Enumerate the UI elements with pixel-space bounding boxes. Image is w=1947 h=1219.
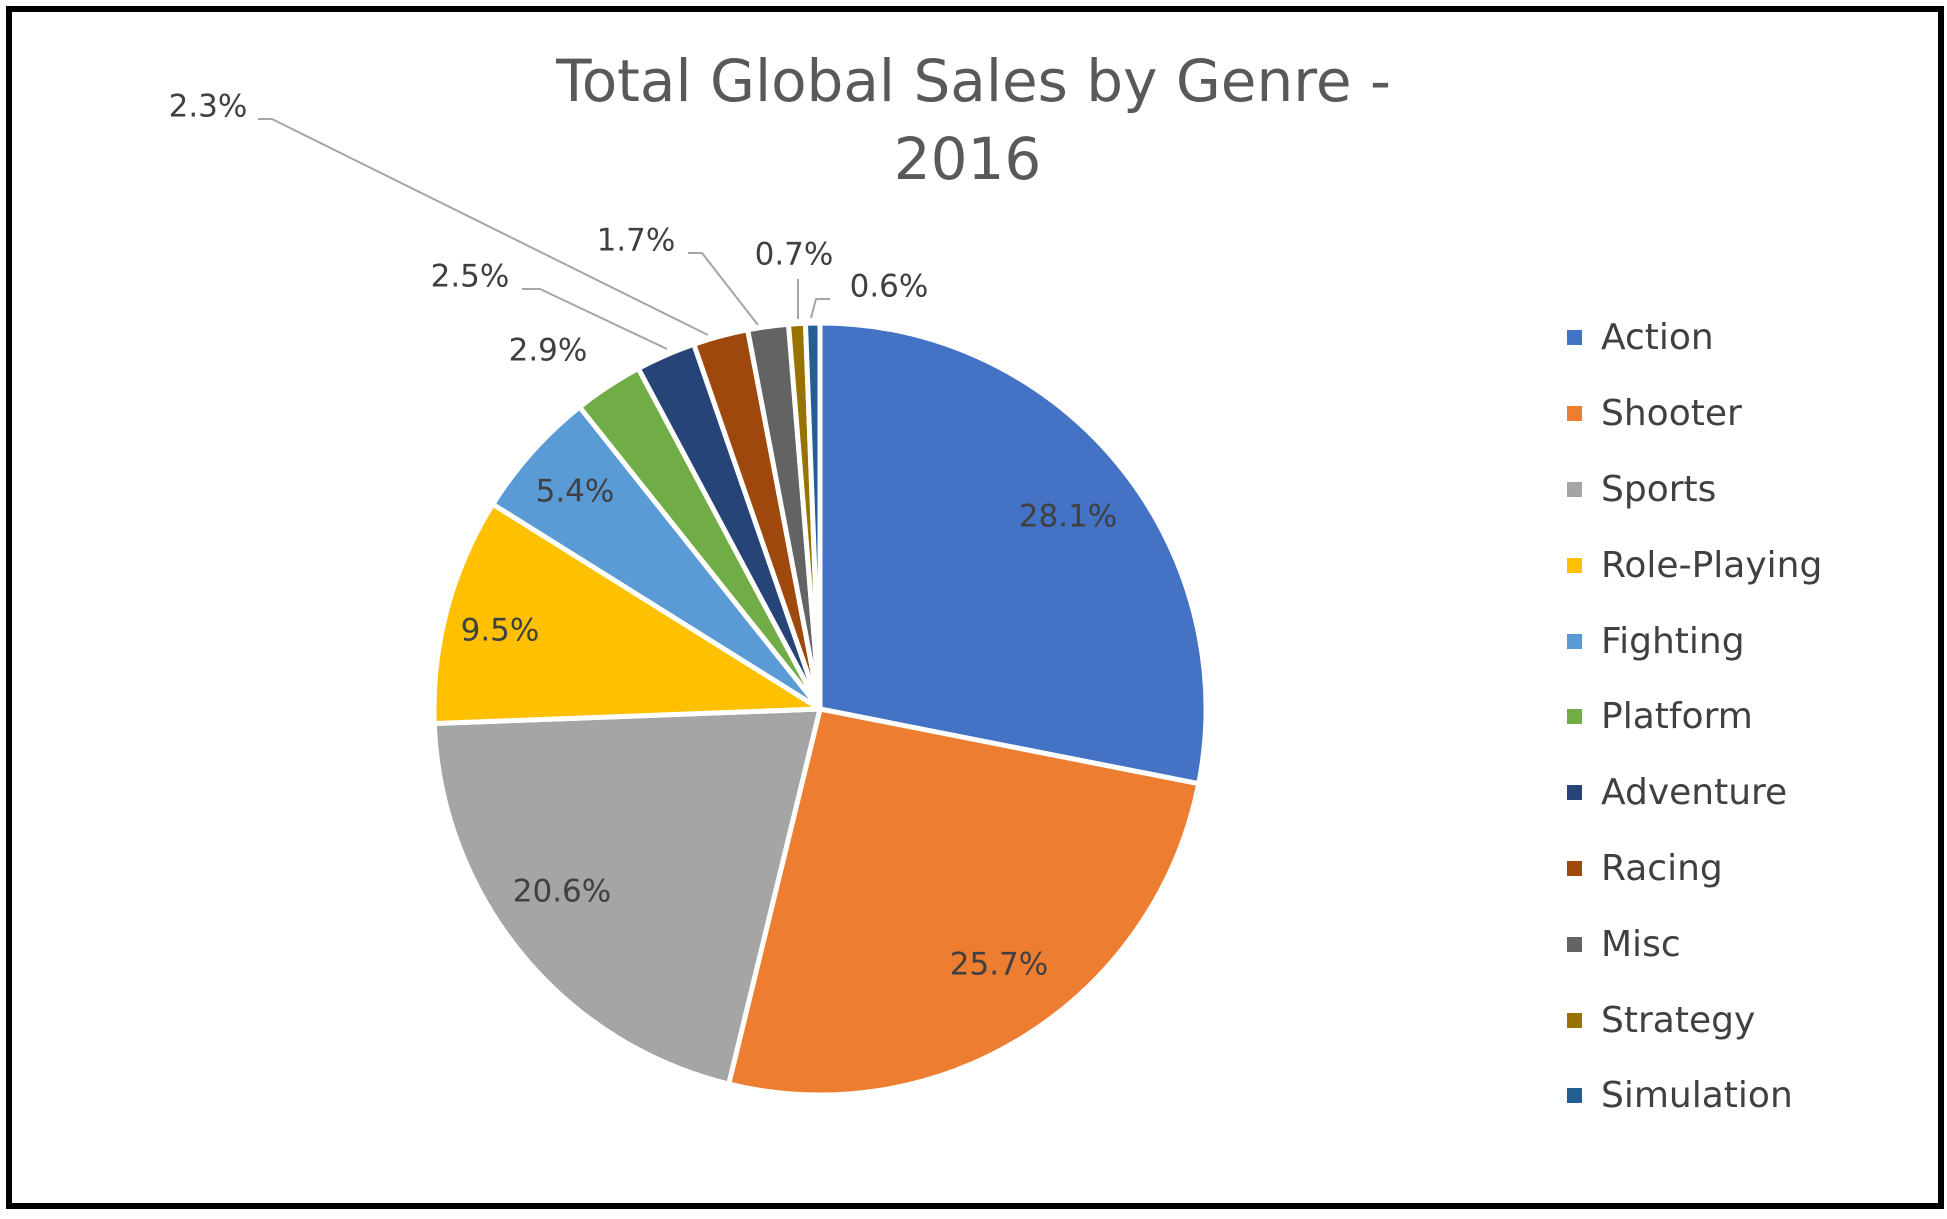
legend-label-racing: Racing (1601, 847, 1723, 889)
legend-item-shooter: Shooter (1567, 376, 1822, 452)
legend-item-fighting: Fighting (1567, 603, 1822, 679)
data-label-platform: 2.9% (509, 333, 588, 369)
leader-line-misc (688, 252, 759, 326)
pie-slice-simulation (802, 320, 823, 712)
pie-slice-shooter (726, 706, 1202, 1098)
chart-title-line-2: 2016 (893, 125, 1042, 193)
pie-slice-role-playing (431, 501, 823, 727)
data-label-simulation: 0.6% (850, 269, 929, 305)
legend-label-strategy: Strategy (1601, 999, 1756, 1041)
legend-item-role-playing: Role-Playing (1567, 527, 1822, 603)
data-label-role-playing: 9.5% (461, 613, 540, 649)
legend-label-fighting: Fighting (1601, 620, 1745, 662)
data-label-action: 28.1% (1019, 499, 1117, 535)
legend-item-adventure: Adventure (1567, 755, 1822, 831)
chart-title-line-1: Total Global Sales by Genre - (556, 47, 1391, 115)
legend-swatch-adventure (1567, 785, 1582, 801)
legend-swatch-sports (1567, 481, 1582, 497)
legend-label-platform: Platform (1601, 696, 1753, 738)
legend-label-misc: Misc (1601, 923, 1681, 965)
leader-line-simulation (810, 298, 830, 319)
legend-item-action: Action (1567, 300, 1822, 376)
leader-line-racing (258, 118, 709, 336)
pie-slice-sports (431, 706, 823, 1087)
legend-swatch-action (1567, 330, 1582, 346)
legend-swatch-racing (1567, 860, 1582, 876)
data-label-strategy: 0.7% (755, 237, 834, 273)
legend-swatch-simulation (1567, 1088, 1582, 1104)
legend-item-misc: Misc (1567, 906, 1822, 982)
data-label-shooter: 25.7% (950, 947, 1048, 983)
data-label-sports: 20.6% (513, 874, 611, 910)
data-label-fighting: 5.4% (536, 474, 615, 510)
legend-label-shooter: Shooter (1601, 393, 1742, 435)
legend-swatch-role-playing (1567, 557, 1582, 573)
legend-swatch-shooter (1567, 406, 1582, 422)
legend-swatch-platform (1567, 709, 1582, 725)
legend-swatch-misc (1567, 936, 1582, 952)
legend-item-racing: Racing (1567, 831, 1822, 907)
data-label-misc: 1.7% (597, 223, 676, 259)
legend-item-strategy: Strategy (1567, 982, 1822, 1058)
chart-legend: Action Shooter Sports Role-Playing Fighting P… (1567, 300, 1822, 1134)
legend-label-sports: Sports (1601, 468, 1717, 510)
chart-title: Total Global Sales by Genre - 2016 (0, 42, 1947, 198)
legend-label-adventure: Adventure (1601, 772, 1788, 814)
legend-item-simulation: Simulation (1567, 1058, 1822, 1134)
leader-line-adventure (522, 288, 668, 350)
legend-item-sports: Sports (1567, 452, 1822, 528)
data-label-racing: 2.3% (169, 89, 248, 125)
legend-label-simulation: Simulation (1601, 1075, 1793, 1117)
pie-slice-action (817, 320, 1209, 787)
legend-label-action: Action (1601, 317, 1714, 359)
data-label-adventure: 2.5% (431, 259, 510, 295)
legend-label-role-playing: Role-Playing (1601, 544, 1823, 586)
legend-swatch-strategy (1567, 1012, 1582, 1028)
legend-item-platform: Platform (1567, 679, 1822, 755)
legend-swatch-fighting (1567, 633, 1582, 649)
